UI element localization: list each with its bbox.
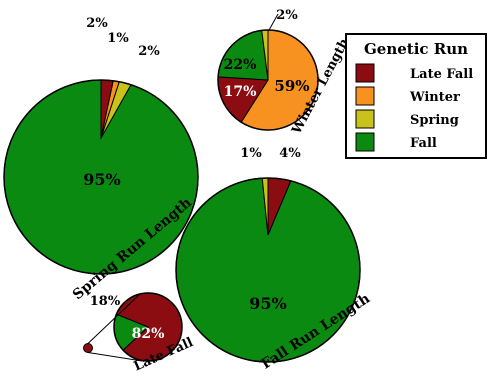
legend-label-spring: Spring: [410, 113, 459, 128]
slice-label-winter-length-winter: 59%: [274, 77, 309, 95]
legend-title: Genetic Run: [364, 40, 468, 58]
legend: Genetic Run Late Fall Winter Spring Fall: [345, 33, 487, 159]
slice-label-winter-length-late-fall: 17%: [224, 84, 257, 100]
legend-swatch-winter: [355, 86, 375, 106]
slice-label-late-fall-late-fall: 82%: [132, 326, 165, 342]
legend-swatch-spring: [355, 109, 375, 129]
slice-label-fall-run-length-spring: 1%: [240, 146, 262, 161]
pie-outline: [3, 79, 199, 275]
zoom-indicator: [83, 293, 143, 362]
legend-swatch-fall: [355, 132, 375, 152]
legend-swatch-late-fall: [355, 63, 375, 83]
zoom-line-bottom: [87, 352, 143, 362]
slice-label-spring-run-length-late-fall: 2%: [138, 44, 160, 59]
leader-line: [268, 13, 279, 32]
pie-late-fall: 82% 18%: [90, 292, 183, 362]
zoom-source-dot: [83, 343, 93, 353]
legend-label-fall: Fall: [410, 136, 437, 151]
slice-label-winter-length-fall: 22%: [224, 57, 257, 73]
slice-label-late-fall-fall: 18%: [90, 294, 121, 309]
zoom-line-top: [87, 293, 141, 344]
legend-label-late-fall: Late Fall: [410, 67, 473, 82]
pie-spring-run-length: 95%2%1%2%: [3, 16, 199, 275]
legend-label-winter: Winter: [409, 90, 460, 105]
pie-outline: [113, 292, 183, 362]
slice-label-spring-run-length-spring: 2%: [86, 16, 108, 31]
pie-fall-run-length: 4% 95% 1%: [175, 146, 361, 363]
slice-label-fall-run-length-fall: 95%: [249, 294, 286, 313]
pie-winter-length: 59% 17% 22% 2%: [217, 8, 319, 131]
slice-label-spring-run-length-fall: 95%: [83, 170, 120, 189]
pie-outline: [175, 177, 361, 363]
slice-label-winter-length-spring: 2%: [276, 8, 298, 23]
pie-group: 95%2%1%2%59%17%22%2%4%95%1%82%18%: [3, 8, 361, 363]
pie-outline: [217, 29, 319, 131]
slice-label-spring-run-length-winter: 1%: [107, 31, 129, 46]
slice-label-fall-run-length-late-fall: 4%: [279, 146, 301, 161]
